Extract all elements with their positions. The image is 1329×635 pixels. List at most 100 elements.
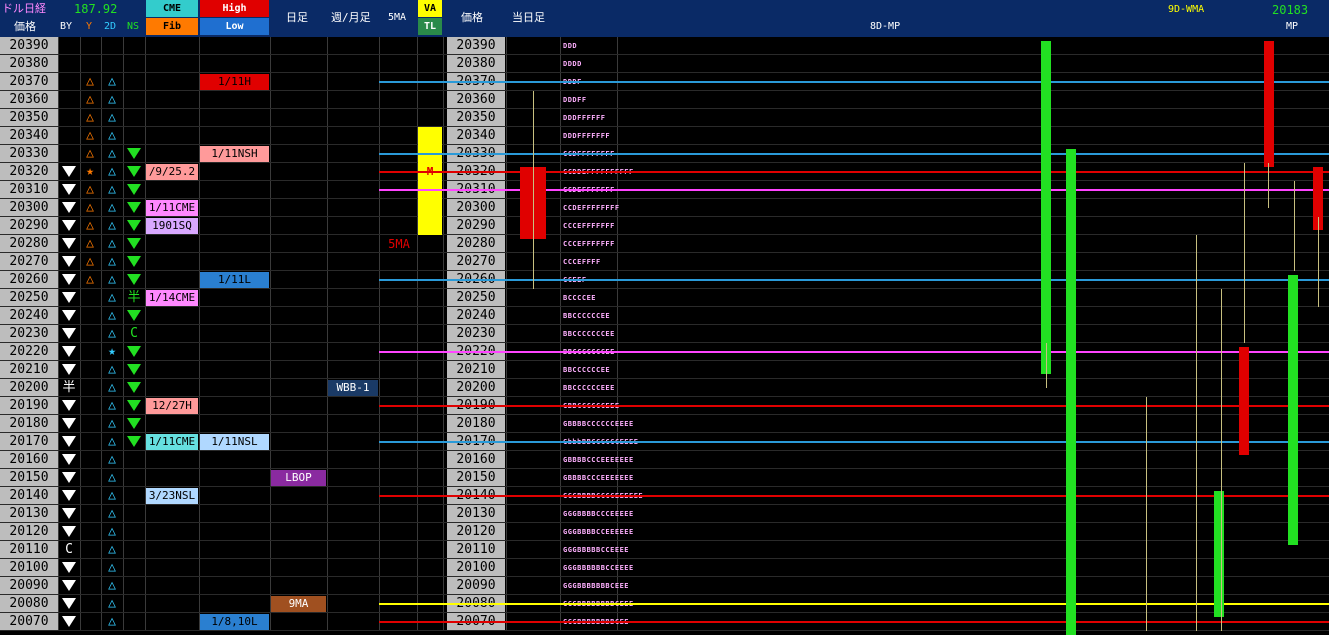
candle-wick: [1294, 181, 1295, 271]
by-down-marker: [62, 418, 76, 429]
price-cell-right: 20100: [447, 559, 505, 576]
d2-marker: △: [108, 164, 116, 179]
price-cell: 20100: [0, 559, 58, 576]
price-cell: 20160: [0, 451, 58, 468]
row-divider: [0, 324, 1329, 325]
price-cell-right: 20380: [447, 55, 505, 72]
d2-marker: △: [108, 218, 116, 233]
level-line: [379, 621, 1329, 623]
cme-label: 1/11CME: [146, 434, 198, 450]
y-marker: △: [86, 128, 94, 143]
d2-marker: △: [108, 92, 116, 107]
price-cell: 20230: [0, 325, 58, 342]
ns-down-marker: [127, 382, 141, 393]
by-down-marker: [62, 508, 76, 519]
y-marker: △: [86, 182, 94, 197]
candle-bar: [1288, 275, 1298, 545]
ns-down-marker: [127, 220, 141, 231]
col-by: BY: [60, 21, 73, 32]
row-divider: [0, 576, 1329, 577]
tpo-profile: BBCCCCCCEEE: [563, 384, 615, 392]
mp-8d-header: 8D-MP: [870, 21, 901, 32]
column-divider: [101, 37, 102, 630]
row-divider: [0, 450, 1329, 451]
price-cell-right: 20340: [447, 127, 505, 144]
ns-down-marker: [127, 238, 141, 249]
by-down-marker: [62, 436, 76, 447]
rate-value: 187.92: [74, 2, 118, 16]
tpo-profile: CCDEFFFFFFFF: [563, 204, 620, 212]
d2-marker: △: [108, 272, 116, 287]
price-cell-right: 20230: [447, 325, 505, 342]
high-header: High: [200, 0, 269, 17]
price-cell: 20200: [0, 379, 58, 396]
price-cell-right: 20240: [447, 307, 505, 324]
level-line: [379, 279, 1329, 281]
row-divider: [0, 558, 1329, 559]
d2-marker: △: [108, 488, 116, 503]
row-divider: [0, 630, 1329, 631]
price-header-2: 価格: [461, 11, 483, 24]
price-cell: 20180: [0, 415, 58, 432]
d2-marker: △: [108, 380, 116, 395]
row-divider: [0, 90, 1329, 91]
row-divider: [0, 108, 1329, 109]
d2-marker: △: [108, 326, 116, 341]
tpo-profile: BBCCCCCCCEE: [563, 330, 615, 338]
ns-down-marker: [127, 436, 141, 447]
y-marker: △: [86, 74, 94, 89]
tpo-profile: GBBBBCCCCCCEEEE: [563, 420, 634, 428]
row-divider: [0, 594, 1329, 595]
price-cell-right: 20300: [447, 199, 505, 216]
by-down-marker: [62, 526, 76, 537]
candle-bar: [1214, 491, 1224, 617]
candle-wick: [1318, 217, 1319, 307]
ma5-label: 5MA: [388, 237, 410, 251]
high-low-label: 1/8,10L: [200, 614, 269, 630]
d2-marker: △: [108, 200, 116, 215]
by-down-marker: [62, 400, 76, 411]
d2-marker: △: [108, 182, 116, 197]
row-divider: [0, 198, 1329, 199]
title: ドル日経: [2, 2, 46, 15]
d2-marker: △: [108, 308, 116, 323]
column-divider: [145, 37, 146, 630]
price-cell: 20150: [0, 469, 58, 486]
price-cell-right: 20160: [447, 451, 505, 468]
price-cell: 20370: [0, 73, 58, 90]
tl-header: TL: [418, 18, 442, 35]
price-cell: 20310: [0, 181, 58, 198]
price-cell: 20080: [0, 595, 58, 612]
row-divider: [0, 432, 1329, 433]
d2-marker: △: [108, 254, 116, 269]
price-cell-right: 20290: [447, 217, 505, 234]
tpo-profile: GBBBBCCCEEEEEEE: [563, 474, 634, 482]
tpo-profile: GGGBBBBBBBCEEE: [563, 582, 630, 590]
candle-bar: [1313, 167, 1323, 230]
column-divider: [270, 37, 271, 630]
column-divider: [199, 37, 200, 630]
level-line: [379, 171, 1329, 173]
price-cell-right: 20280: [447, 235, 505, 252]
price-cell-right: 20350: [447, 109, 505, 126]
d2-marker: △: [108, 74, 116, 89]
tpo-profile: GGGBBBBCCEEEEEE: [563, 528, 634, 536]
column-divider: [123, 37, 124, 630]
price-cell: 20320: [0, 163, 58, 180]
candle-bar: [1239, 347, 1249, 455]
candle-wick: [1221, 289, 1222, 631]
y-marker: △: [86, 146, 94, 161]
row-divider: [0, 522, 1329, 523]
price-cell-right: 20150: [447, 469, 505, 486]
price-cell: 20270: [0, 253, 58, 270]
by-down-marker: [62, 346, 76, 357]
tpo-profile: DDD: [563, 42, 578, 50]
daily-label: LBOP: [271, 470, 326, 486]
row-divider: [0, 504, 1329, 505]
cme-label: 1/11CME: [146, 200, 198, 216]
ma5-header: 5MA: [388, 12, 407, 23]
d2-marker: ★: [108, 344, 116, 359]
candle-wick: [1244, 163, 1245, 343]
weekly-label: WBB-1: [328, 380, 378, 396]
column-divider: [443, 37, 444, 630]
